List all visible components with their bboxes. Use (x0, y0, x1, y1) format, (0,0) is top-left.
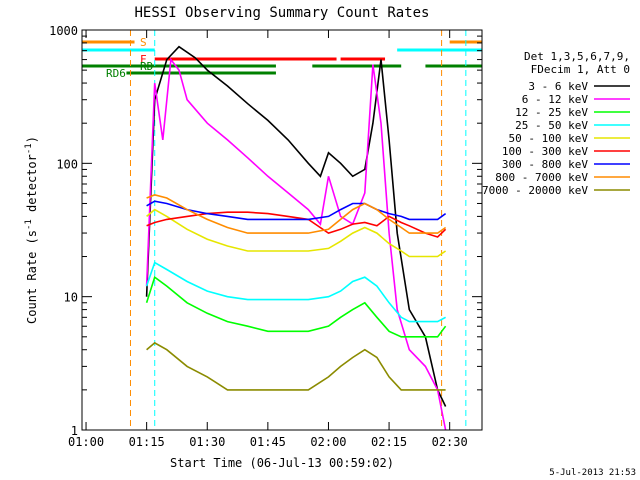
series-line (146, 208, 447, 258)
series-line (146, 200, 447, 221)
legend-entry-label: 3 - 6 keV (528, 80, 588, 93)
legend-entry-label: 300 - 800 keV (502, 158, 588, 171)
flag-bar-label: F (140, 53, 147, 66)
legend-entry-label: 6 - 12 keV (522, 93, 589, 106)
series-lines (145, 45, 447, 431)
y-tick-label: 100 (56, 157, 78, 171)
series-line (145, 45, 447, 407)
legend-header-line-2: FDecim 1, Att 0 (531, 63, 630, 76)
legend-entry-label: 12 - 25 keV (515, 106, 588, 119)
series-line (146, 194, 447, 234)
series-line (145, 275, 447, 338)
flag-bar-label: RD6 (106, 67, 126, 80)
legend-header-line-1: Det 1,3,5,6,7,9, (524, 50, 630, 63)
series-line (145, 261, 446, 323)
x-tick-label: 02:15 (371, 435, 407, 449)
legend-entry-label: 100 - 300 keV (502, 145, 588, 158)
x-tick-label: 02:30 (432, 435, 468, 449)
x-tick-label: 01:45 (250, 435, 286, 449)
x-tick-label: 01:00 (68, 435, 104, 449)
legend-entry-label: 25 - 50 keV (515, 119, 588, 132)
legend-entry-label: 50 - 100 keV (509, 132, 589, 145)
x-axis-label: Start Time (06-Jul-13 00:59:02) (170, 456, 394, 470)
y-tick-label: 1 (71, 424, 78, 438)
y-axis-label: Count Rate (s-1 detector-1) (24, 136, 39, 324)
legend-entry-label: 800 - 7000 keV (495, 171, 588, 184)
generated-timestamp: 5-Jul-2013 21:53 (549, 468, 636, 478)
x-tick-label: 01:30 (189, 435, 225, 449)
axis-ticks: 01:00 01:15 01:30 01:45 02:00 02:15 02:30 1 10 10… (49, 24, 482, 449)
legend-entry-label: 7000 - 20000 keV (482, 184, 588, 197)
plot-frame (81, 29, 483, 431)
chart-title: HESSI Observing Summary Count Rates (134, 5, 429, 21)
y-tick-label: 10 (64, 291, 78, 305)
legend: Det 1,3,5,6,7,9, FDecim 1, Att 0 3 - 6 k… (482, 50, 630, 197)
x-tick-label: 01:15 (129, 435, 165, 449)
series-line (145, 57, 447, 431)
series-line (146, 211, 447, 238)
x-tick-label: 02:00 (310, 435, 346, 449)
series-line (146, 341, 446, 391)
flag-bar-label: RD (140, 60, 153, 73)
y-tick-label: 1000 (49, 24, 78, 38)
flag-bar-label: S (140, 36, 147, 49)
